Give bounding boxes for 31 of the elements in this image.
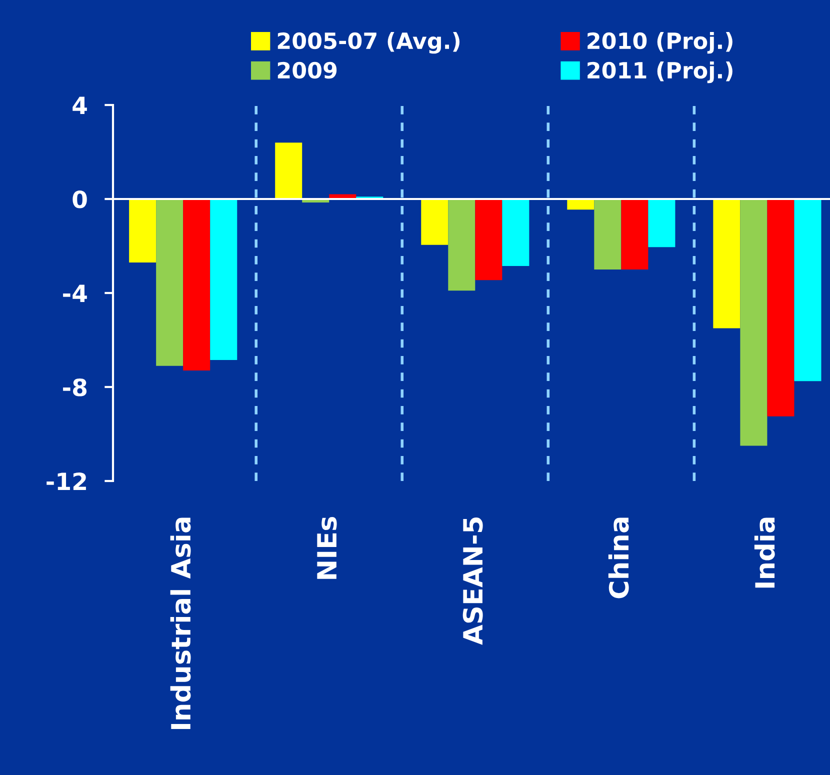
x-tick-label: Industrial Asia [170, 518, 191, 729]
y-tick-label: -4 [63, 284, 87, 302]
bar [567, 199, 594, 210]
bar [621, 199, 648, 270]
bar [129, 199, 156, 262]
bar [648, 199, 676, 248]
bar [421, 199, 448, 245]
bar [275, 142, 302, 199]
legend-label: 2010 (Proj.) [588, 32, 732, 54]
y-tick-label: 4 [72, 96, 87, 114]
x-tick-label: India [754, 518, 775, 588]
x-tick-label: ASEAN-5 [462, 518, 483, 645]
bar [594, 199, 622, 270]
bar [767, 199, 794, 416]
x-tick-label: NIEs [317, 516, 337, 579]
bar [448, 199, 476, 291]
bar [794, 199, 822, 382]
y-tick-label: -8 [63, 378, 87, 396]
bar [183, 199, 210, 371]
bar [210, 199, 238, 360]
bar [475, 199, 502, 280]
x-tick-label: China [608, 518, 629, 598]
legend-label: 2009 [278, 62, 337, 79]
bar [740, 199, 768, 446]
bar [156, 199, 184, 366]
y-tick-label: -12 [46, 472, 86, 490]
legend-label: 2005-07 (Avg.) [278, 32, 460, 54]
legend-label: 2011 (Proj.) [588, 61, 732, 84]
bar [713, 199, 740, 328]
y-tick-label: 0 [72, 190, 87, 208]
bar [502, 199, 530, 266]
